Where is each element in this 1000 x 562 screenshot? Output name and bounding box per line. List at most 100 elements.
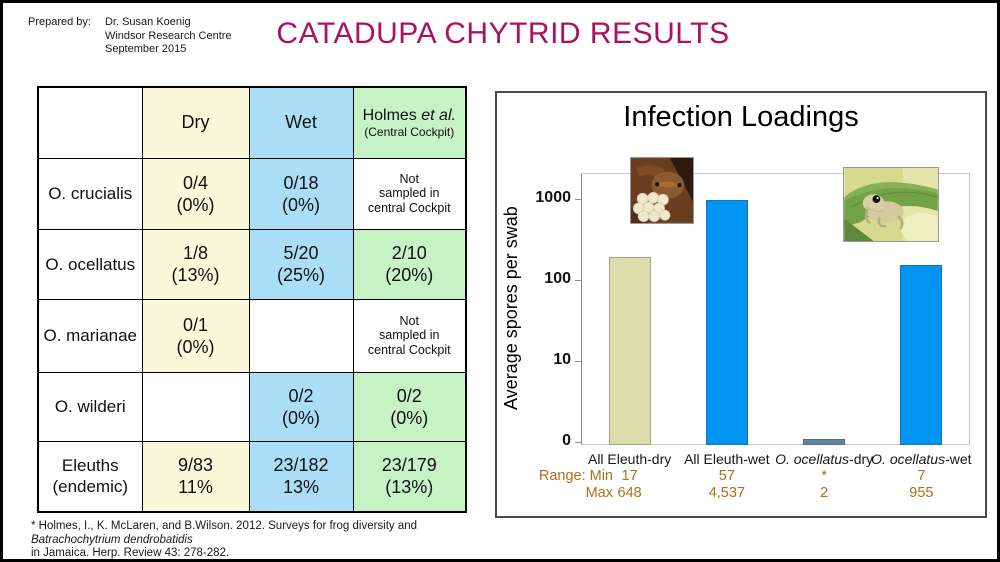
cell-text: sampled in — [379, 186, 440, 201]
range-max-value: 648 — [617, 485, 642, 501]
cell-text: 2/10 — [391, 243, 427, 263]
range-min-value: 57 — [718, 468, 735, 484]
y-tick-mark — [575, 442, 581, 443]
y-tick-mark — [575, 199, 581, 200]
x-category-label: All Eleuth-dry — [587, 451, 672, 467]
cell-text: (13%) — [171, 265, 220, 285]
y-axis-label: Average spores per swab — [501, 206, 521, 410]
cell-text: (25%) — [276, 265, 325, 285]
prepared-by-lines: Dr. Susan Koenig Windsor Research Centre… — [105, 16, 232, 57]
cell-text: 13% — [282, 477, 320, 498]
data-cell: 1/8 (13%) — [141, 228, 250, 300]
range-min-value: 7 — [917, 468, 926, 484]
cell-text: O. ocellatus — [45, 254, 136, 274]
author-name: Dr. Susan Koenig — [104, 16, 191, 28]
range-min-value: * — [821, 468, 827, 484]
date: September 2015 — [104, 43, 187, 55]
cell-text: sampled in — [379, 328, 440, 343]
y-tick-label: 100 — [544, 270, 571, 287]
organization: Windsor Research Centre — [104, 29, 232, 42]
header-cell-wet: Wet — [248, 86, 354, 159]
cell-text: (endemic) — [52, 477, 129, 497]
prepared-by-block: Prepared by: Dr. Susan Koenig Windsor Re… — [28, 16, 232, 57]
cell-text: O. crucialis — [48, 184, 133, 203]
bar-All Eleuth-wet — [705, 199, 748, 445]
results-table: Dry Wet Holmes et al. (Central Cockpit) … — [37, 86, 467, 513]
slide-title: CATADUPA CHYTRID RESULTS — [276, 17, 730, 50]
frog-on-leaf-photo — [843, 167, 939, 242]
header-cell-dry: Dry — [141, 86, 250, 159]
plot-area — [581, 173, 970, 445]
footnote-line2: in Jamaica. Herp. Review 43: 278-282. — [31, 547, 230, 559]
range-max-value: 955 — [909, 485, 934, 501]
range-min-label: Range: Min — [538, 468, 613, 484]
holmes-etal: et al. — [421, 106, 456, 124]
species-cell: O. wilderi — [37, 371, 143, 442]
cell-text: (0%) — [176, 194, 215, 215]
prepared-by-label: Prepared by: — [28, 16, 91, 28]
data-cell: 2/10 (20%) — [352, 228, 467, 300]
y-tick-label: 0 — [562, 432, 571, 449]
range-max-label: Max — [585, 485, 613, 501]
species-cell: O. marianae — [37, 298, 143, 373]
chart-title: Infection Loadings — [623, 101, 859, 133]
data-cell: 0/1 (0%) — [141, 298, 250, 373]
cell-text: 0/2 — [288, 385, 314, 406]
cell-text: 9/83 — [177, 455, 214, 476]
cell-text: 0/4 — [182, 172, 209, 193]
cell-text: Eleuths — [61, 456, 119, 476]
cell-text: O. marianae — [43, 326, 138, 345]
table-row: O. ocellatus 1/8 (13%) 5/20 (25%) 2/10 (20%) — [37, 228, 467, 300]
data-cell: Not sampled in central Cockpit — [352, 298, 467, 373]
cell-text: (0%) — [176, 336, 215, 357]
cell-text: 0/1 — [182, 314, 209, 335]
data-cell: 9/83 11% — [141, 440, 250, 513]
data-cell: 0/4 (0%) — [141, 157, 250, 230]
cell-text: central Cockpit — [367, 200, 451, 215]
data-cell — [141, 371, 250, 442]
cell-text: (20%) — [385, 265, 434, 285]
cell-text: 5/20 — [283, 243, 319, 263]
species-cell: O. ocellatus — [37, 228, 143, 300]
cell-text: (13%) — [385, 477, 434, 498]
y-tick-label: 1000 — [535, 189, 571, 206]
data-cell: Not sampled in central Cockpit — [352, 157, 467, 230]
cell-text: (0%) — [390, 407, 429, 428]
footnote-text: * Holmes, I., K. McLaren, and B.Wilson. … — [31, 520, 418, 532]
y-tick-mark — [575, 361, 581, 362]
bar-O. ocellatus-wet — [900, 264, 943, 445]
data-cell: 0/2 (0%) — [352, 371, 467, 442]
data-cell: 0/2 (0%) — [248, 371, 354, 442]
data-cell: 0/18 (0%) — [248, 157, 354, 230]
holmes-sublabel: (Central Cockpit) — [364, 124, 455, 139]
cell-text: 11% — [178, 477, 213, 498]
cell-text: 23/182 — [273, 455, 329, 476]
cell-text: (0%) — [281, 407, 320, 428]
species-cell: O. crucialis — [37, 157, 143, 230]
cell-text: 23/179 — [381, 455, 437, 476]
holmes-label: Holmes — [362, 106, 422, 124]
cell-text: (0%) — [281, 194, 320, 215]
table-row: O. wilderi 0/2 (0%) 0/2 (0%) — [37, 371, 467, 442]
species-cell: Eleuths (endemic) — [37, 440, 143, 513]
cell-text: 0/2 — [396, 385, 422, 406]
cell-text: central Cockpit — [367, 342, 451, 357]
table-row: Eleuths (endemic) 9/83 11% 23/182 13% 23/179 (1… — [37, 440, 467, 513]
cell-text: Not — [399, 171, 419, 186]
range-min-value: 17 — [621, 468, 638, 484]
table-header-row: Dry Wet Holmes et al. (Central Cockpit) — [37, 86, 467, 159]
x-category-label: All Eleuth-wet — [684, 451, 770, 467]
data-cell: 23/179 (13%) — [352, 440, 467, 513]
table-row: O. crucialis 0/4 (0%) 0/18 (0%) Not sampled in… — [37, 157, 467, 230]
data-cell: 23/182 13% — [248, 440, 354, 513]
header-cell-empty — [37, 86, 143, 159]
range-max-value: 2 — [820, 485, 829, 501]
range-max-value: 4,537 — [708, 485, 746, 501]
x-category-label: O. ocellatus-dry — [775, 451, 874, 467]
infection-loadings-chart: Infection Loadings Average spores per sw… — [495, 91, 987, 518]
header-cell-holmes: Holmes et al. (Central Cockpit) — [352, 86, 467, 159]
footnote-species-italic: Batrachochytrium dendrobatidis — [31, 533, 193, 546]
data-cell — [248, 298, 354, 373]
bar-O. ocellatus-dry — [803, 438, 846, 445]
